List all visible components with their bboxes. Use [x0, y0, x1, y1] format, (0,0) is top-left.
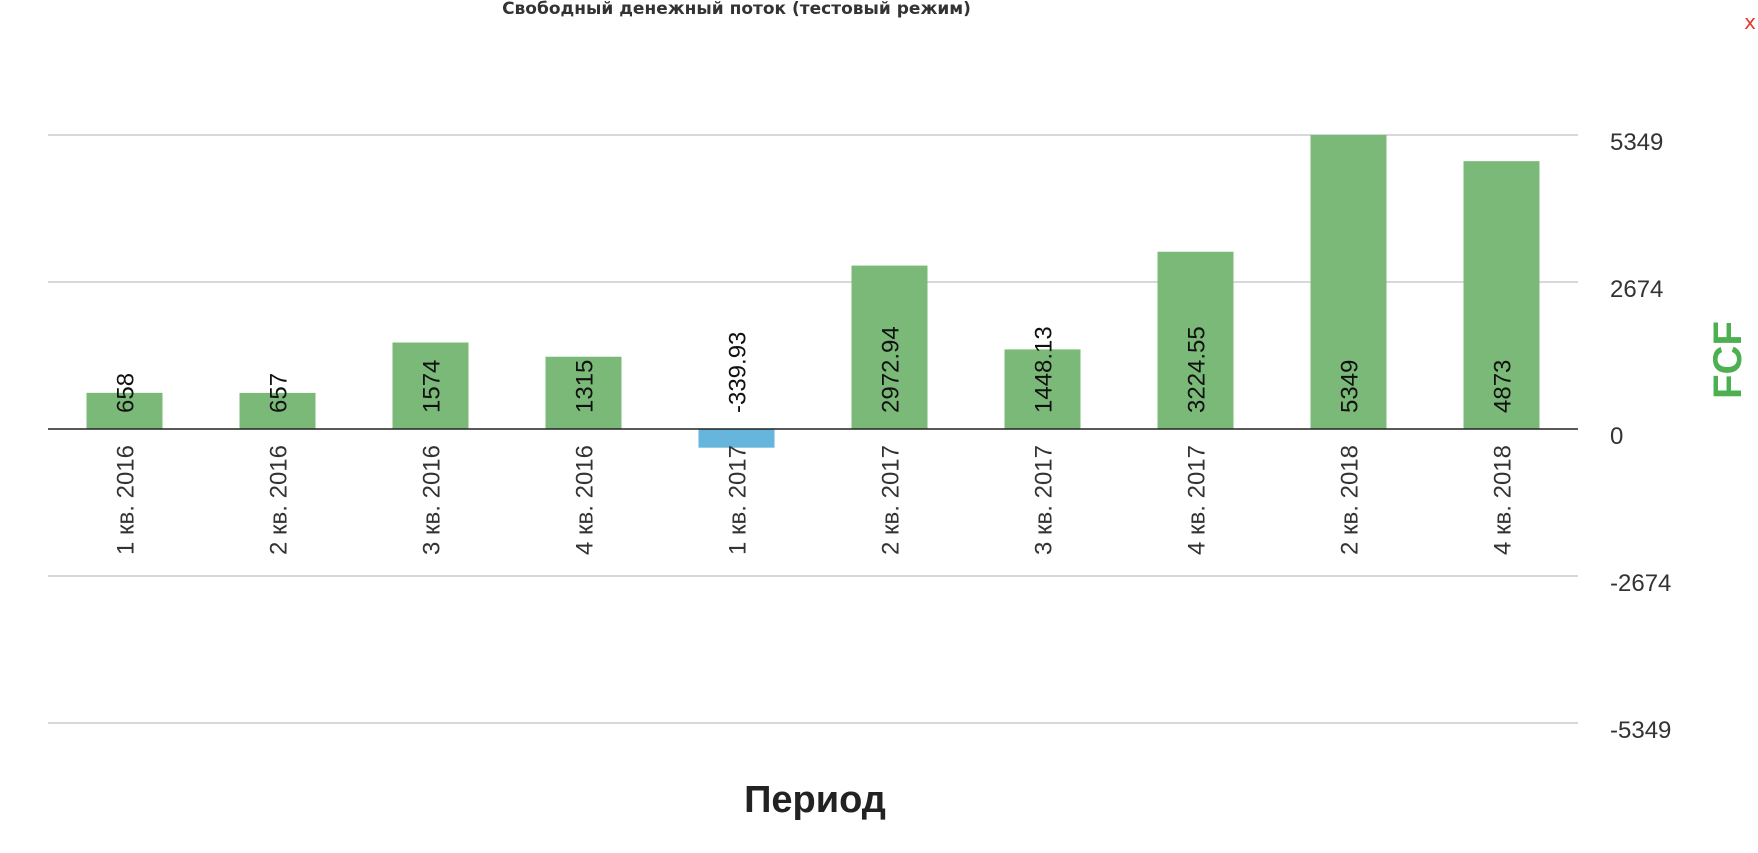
x-tick-label: 4 кв. 2016 [572, 445, 599, 555]
data-label: 3224.55 [1184, 326, 1211, 413]
x-axis-label: Период [744, 779, 886, 821]
y-tick-label: 5349 [1610, 129, 1663, 156]
y-axis-label: FCF [1706, 321, 1750, 399]
bar [698, 429, 775, 448]
bar [392, 342, 469, 429]
y-tick-label: 2674 [1610, 276, 1663, 303]
x-tick-label: 4 кв. 2018 [1490, 445, 1517, 555]
y-tick-label: -2674 [1610, 570, 1671, 597]
bar [1004, 349, 1081, 429]
bars [86, 135, 1540, 448]
chart-title: Свободный денежный поток (тестовый режим… [502, 0, 971, 19]
close-icon[interactable]: x [1744, 10, 1756, 34]
data-label: 2972.94 [878, 326, 905, 413]
data-label: 1574 [419, 360, 446, 413]
y-tick-label: -5349 [1610, 717, 1671, 744]
data-label: 1315 [572, 360, 599, 413]
data-label: 1448.13 [1031, 326, 1058, 413]
bar [545, 356, 622, 429]
data-label: -339.93 [725, 332, 752, 413]
x-tick-label: 3 кв. 2016 [419, 445, 446, 555]
x-tick-label: 2 кв. 2016 [266, 445, 293, 555]
x-tick-label: 2 кв. 2017 [878, 445, 905, 555]
bar [1157, 251, 1234, 429]
data-label: 658 [113, 373, 140, 413]
x-tick-label: 3 кв. 2017 [1031, 445, 1058, 555]
x-tick-label: 2 кв. 2018 [1337, 445, 1364, 555]
data-label: 4873 [1490, 360, 1517, 413]
bar [239, 392, 316, 429]
data-label: 5349 [1337, 360, 1364, 413]
bar [1310, 135, 1387, 429]
bar [851, 265, 928, 429]
labels: 5349 2674 0 -2674 -5349 658 1 кв. 2016 657 2 кв.… [113, 129, 1672, 744]
x-tick-label: 4 кв. 2017 [1184, 445, 1211, 555]
x-tick-label: 1 кв. 2017 [725, 445, 752, 555]
x-tick-label: 1 кв. 2016 [113, 445, 140, 555]
bar [86, 392, 163, 429]
bar [1463, 161, 1540, 429]
data-label: 657 [266, 373, 293, 413]
y-tick-label: 0 [1610, 423, 1623, 450]
